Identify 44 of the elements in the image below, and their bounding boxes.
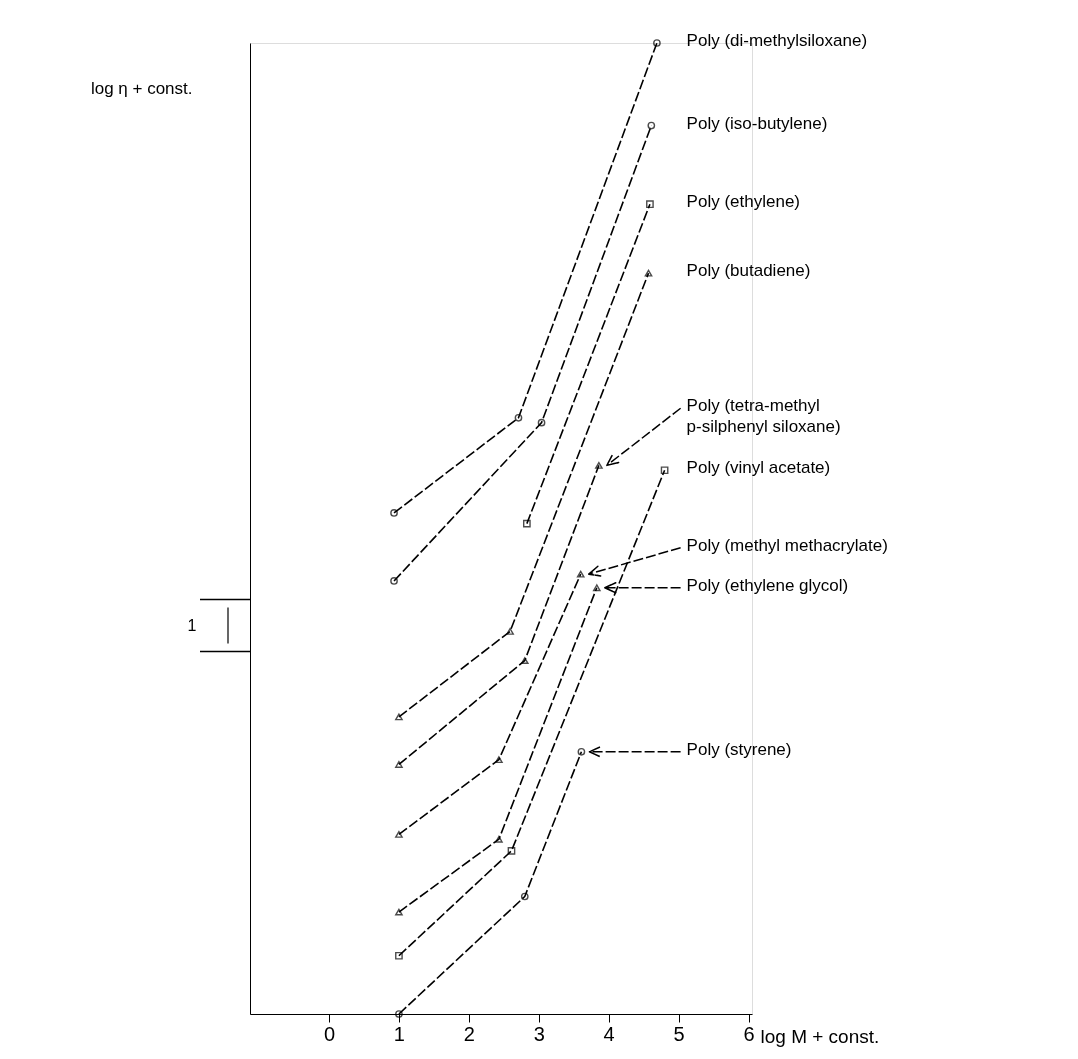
point — [595, 461, 603, 469]
point — [537, 418, 546, 427]
point — [646, 200, 654, 209]
point — [395, 830, 403, 838]
point — [653, 39, 661, 47]
y-axis-title: log η + const. — [90, 78, 193, 98]
point — [520, 892, 529, 901]
point — [495, 756, 503, 764]
point — [576, 570, 585, 578]
x-tick-label: 5 — [673, 1022, 685, 1045]
point — [514, 413, 523, 422]
point — [395, 713, 403, 721]
point — [660, 466, 669, 475]
point — [507, 847, 516, 855]
point — [506, 627, 514, 635]
point — [577, 747, 586, 756]
point — [520, 657, 529, 664]
point — [395, 908, 403, 916]
x-tick-label: 3 — [533, 1022, 545, 1045]
series-label: Poly (iso-butylene) — [686, 113, 828, 133]
point — [390, 509, 398, 517]
text: Poly (butadiene) — [686, 261, 811, 281]
x-tick-label: 0 — [323, 1022, 336, 1045]
series-label: Poly (ethylene) — [686, 192, 800, 212]
point — [395, 761, 403, 768]
point — [523, 519, 531, 528]
text: Poly (methyl methacrylate) — [686, 535, 888, 555]
point — [395, 951, 403, 960]
point — [390, 577, 398, 585]
legend-label: Poly (ethylene glycol) — [686, 575, 849, 595]
text: 1 — [187, 616, 197, 634]
series-label: Poly (vinyl acetate) — [686, 458, 831, 478]
text: Poly (tetra-methyl p-silphenyl siloxane) — [686, 396, 841, 437]
text: Poly (styrene) — [686, 739, 792, 759]
point — [495, 835, 503, 843]
x-tick-label: 1 — [393, 1022, 405, 1045]
x-axis-title: log M + const. — [760, 1025, 880, 1047]
x-tick-label: 2 — [463, 1022, 475, 1045]
series-label: Poly (di-methylsiloxane) — [686, 31, 868, 50]
x-tick-label: 6 — [743, 1022, 755, 1045]
point — [592, 584, 601, 592]
point — [647, 121, 656, 130]
point — [644, 269, 653, 277]
x-tick-label: 4 — [603, 1022, 615, 1045]
